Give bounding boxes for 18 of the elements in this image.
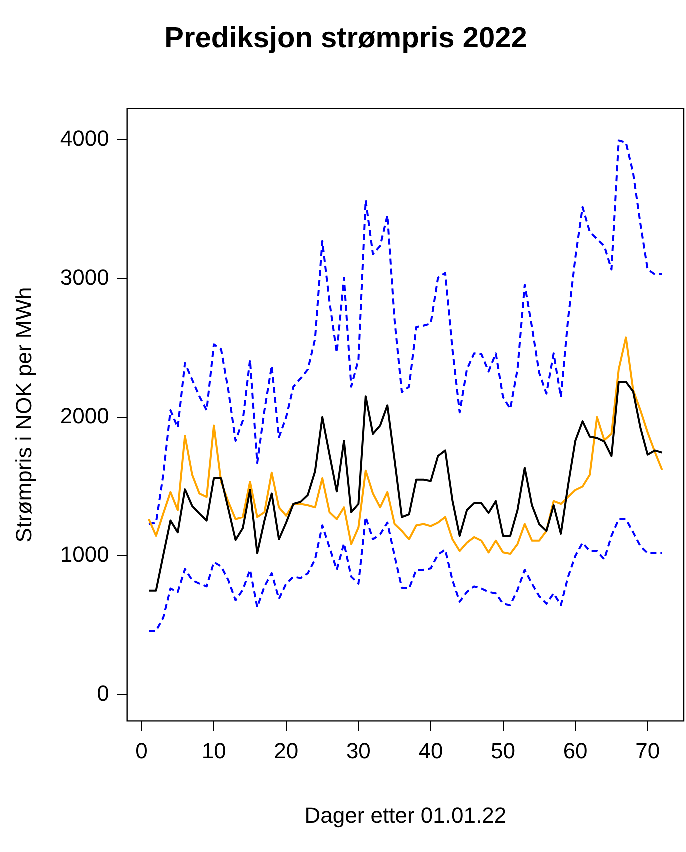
x-tick-label: 10 bbox=[202, 738, 226, 764]
y-tick-label: 2000 bbox=[60, 403, 110, 428]
y-tick-label: 0 bbox=[97, 680, 110, 706]
x-tick-label: 60 bbox=[563, 738, 588, 764]
line-series bbox=[148, 516, 664, 632]
y-tick-label: 4000 bbox=[60, 126, 110, 152]
line-series bbox=[148, 140, 664, 526]
x-axis-title: Dager etter 01.01.22 bbox=[304, 802, 507, 828]
chart-title: Prediksjon strømpris 2022 bbox=[164, 22, 528, 54]
x-tick-label: 70 bbox=[636, 738, 660, 764]
x-tick-label: 40 bbox=[418, 738, 444, 764]
y-tick-label: 3000 bbox=[60, 264, 110, 290]
x-tick-label: 20 bbox=[274, 738, 299, 764]
y-tick-label: 1000 bbox=[60, 542, 110, 568]
y-axis-title: Strømpris i NOK per MWh bbox=[11, 287, 36, 543]
x-tick-label: 30 bbox=[346, 738, 371, 764]
x-tick-label: 50 bbox=[491, 738, 516, 764]
x-tick-label: 0 bbox=[136, 738, 148, 764]
